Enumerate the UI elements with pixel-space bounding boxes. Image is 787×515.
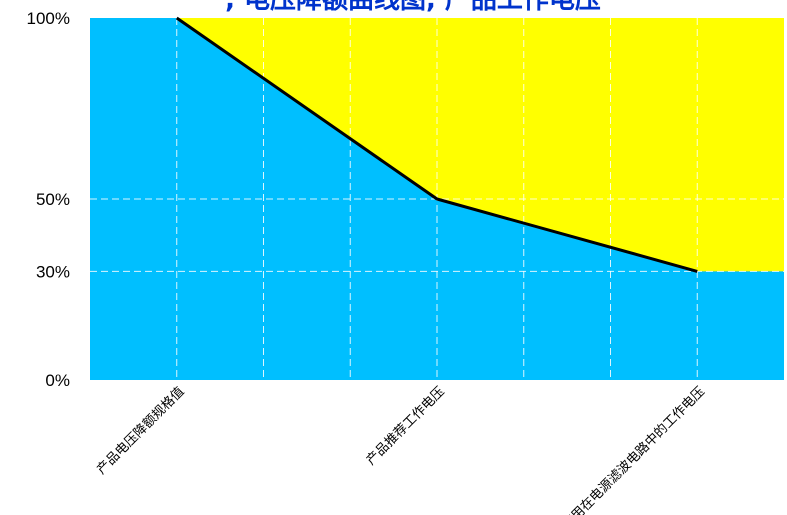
- x-axis-ticks: 产品电压降额规格值 产品推荐工作电压 使用在电源滤波电路中的工作电压: [94, 384, 709, 515]
- plot-area: [90, 16, 784, 380]
- grid: [90, 18, 784, 380]
- y-axis-ticks: 0% 30% 50% 100%: [27, 9, 70, 390]
- derating-boundary-line: [175, 16, 698, 273]
- y-tick-label: 0%: [45, 371, 70, 390]
- y-tick-label: 100%: [27, 9, 70, 28]
- y-tick-label: 30%: [36, 262, 70, 281]
- chart-title: 一, 电压降额曲线图, 产品工作电压: [199, 0, 601, 15]
- x-tick-label: 产品推荐工作电压: [364, 384, 448, 468]
- x-tick-label: 使用在电源滤波电路中的工作电压: [559, 384, 708, 515]
- x-tick-label: 产品电压降额规格值: [94, 384, 188, 478]
- derated-area: [176, 18, 784, 272]
- y-tick-label: 50%: [36, 190, 70, 209]
